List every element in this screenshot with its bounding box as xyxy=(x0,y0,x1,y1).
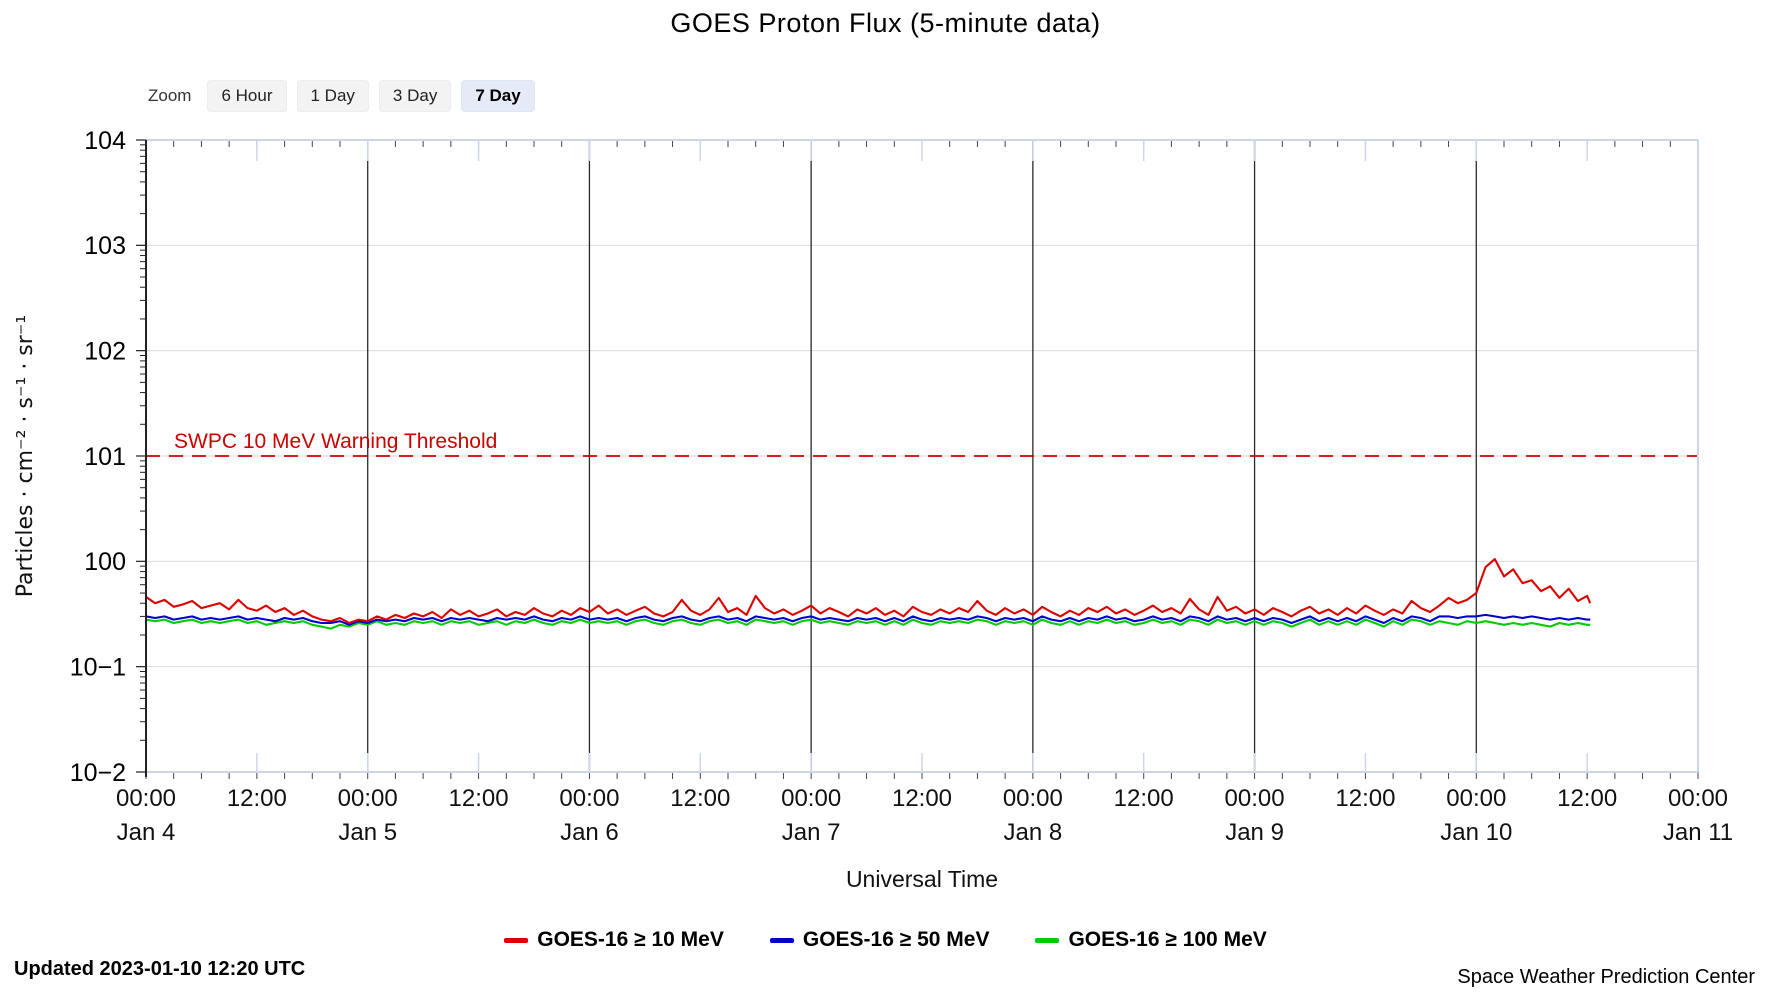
x-axis-labels: 00:00 Jan 4 12:00 00:00 Jan 5 12:00 00:00 Jan 6… xyxy=(116,785,1733,846)
plot-frame xyxy=(145,139,1699,777)
svg-text:12:00: 12:00 xyxy=(1114,785,1174,812)
x-axis-ticks xyxy=(145,140,1699,779)
legend-swatch-10mev xyxy=(504,937,529,943)
threshold-label: SWPC 10 MeV Warning Threshold xyxy=(174,430,497,453)
svg-text:Jan 8: Jan 8 xyxy=(1003,819,1062,846)
svg-text:Jan 7: Jan 7 xyxy=(782,819,841,846)
zoom-toolbar-label: Zoom xyxy=(148,86,192,105)
chart-title: GOES Proton Flux (5-minute data) xyxy=(670,8,1101,38)
svg-text:Jan 4: Jan 4 xyxy=(117,819,176,846)
zoom-button-1day[interactable]: 1 Day xyxy=(296,80,369,112)
svg-text:10−2: 10−2 xyxy=(70,759,126,787)
svg-text:12:00: 12:00 xyxy=(227,785,287,812)
zoom-button-3day[interactable]: 3 Day xyxy=(378,80,452,112)
svg-text:00:00: 00:00 xyxy=(559,785,619,812)
y-axis-title: Particles · cm⁻² · s⁻¹ · sr⁻¹ xyxy=(13,315,38,597)
legend-swatch-50mev xyxy=(769,937,794,943)
svg-text:12:00: 12:00 xyxy=(449,785,509,812)
legend-label-50mev: GOES-16 ≥ 50 MeV xyxy=(802,928,990,951)
svg-text:101: 101 xyxy=(84,443,126,471)
y-axis-labels: 104 103 102 101 100 10−1 10−2 xyxy=(70,127,126,787)
legend-swatch-100mev xyxy=(1035,937,1060,943)
chart-legend: GOES-16 ≥ 10 MeV GOES-16 ≥ 50 MeV GOES-1… xyxy=(0,928,1771,952)
updated-text: Updated 2023-01-10 12:20 UTC xyxy=(14,958,306,980)
svg-text:12:00: 12:00 xyxy=(892,785,952,812)
svg-text:12:00: 12:00 xyxy=(1557,785,1617,812)
threshold: SWPC 10 MeV Warning Threshold xyxy=(146,430,1698,457)
legend-item-50mev[interactable]: GOES-16 ≥ 50 MeV xyxy=(769,928,990,952)
svg-text:00:00: 00:00 xyxy=(781,785,841,812)
svg-text:12:00: 12:00 xyxy=(670,785,730,812)
svg-text:00:00: 00:00 xyxy=(1003,785,1063,812)
proton-flux-chart: SWPC 10 MeV Warning Threshold10410310210… xyxy=(13,127,1733,846)
x-axis-title: Universal Time xyxy=(845,866,999,892)
svg-text:00:00: 00:00 xyxy=(1668,785,1728,812)
svg-text:Jan 10: Jan 10 xyxy=(1440,819,1512,846)
svg-text:100: 100 xyxy=(84,548,126,576)
svg-text:Jan 11: Jan 11 xyxy=(1663,819,1733,846)
zoom-toolbar: Zoom 6 Hour 1 Day 3 Day 7 Day xyxy=(148,80,535,112)
svg-text:00:00: 00:00 xyxy=(116,785,176,812)
series-line-goes-16-10-mev xyxy=(145,558,1592,625)
svg-text:103: 103 xyxy=(84,232,126,260)
svg-text:Jan 6: Jan 6 xyxy=(560,819,619,846)
legend-label-10mev: GOES-16 ≥ 10 MeV xyxy=(537,928,724,951)
svg-text:00:00: 00:00 xyxy=(338,785,398,812)
svg-text:00:00: 00:00 xyxy=(1446,785,1506,812)
series-line-goes-16-50-mev xyxy=(145,613,1591,626)
svg-text:104: 104 xyxy=(84,127,126,155)
legend-item-100mev[interactable]: GOES-16 ≥ 100 MeV xyxy=(1035,928,1267,952)
credit-text: Space Weather Prediction Center xyxy=(1457,966,1755,988)
svg-text:Jan 5: Jan 5 xyxy=(338,819,397,846)
zoom-button-7day[interactable]: 7 Day xyxy=(461,80,535,112)
y-axis-ticks xyxy=(136,139,146,773)
legend-label-100mev: GOES-16 ≥ 100 MeV xyxy=(1068,928,1267,951)
legend-item-10mev[interactable]: GOES-16 ≥ 10 MeV xyxy=(504,928,724,952)
series-line-goes-16-100-mev xyxy=(145,618,1591,630)
svg-text:00:00: 00:00 xyxy=(1225,785,1285,812)
svg-text:12:00: 12:00 xyxy=(1335,785,1395,812)
svg-text:Jan 9: Jan 9 xyxy=(1225,819,1284,846)
svg-text:10−1: 10−1 xyxy=(70,653,126,681)
svg-text:102: 102 xyxy=(84,337,126,365)
zoom-button-6hour[interactable]: 6 Hour xyxy=(207,80,287,112)
